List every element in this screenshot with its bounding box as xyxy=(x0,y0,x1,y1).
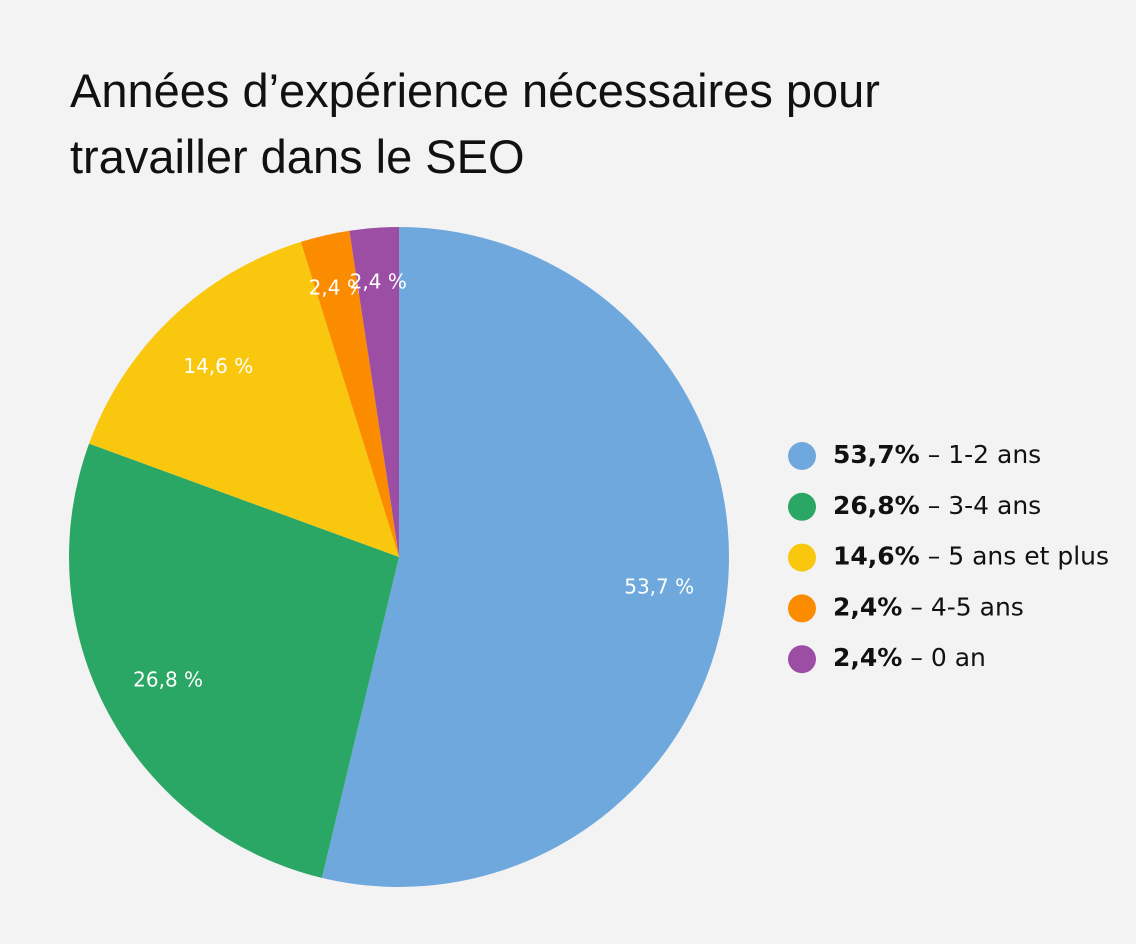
pie-slice xyxy=(321,227,730,888)
legend-entry: 53,7% –1-2 ans xyxy=(833,440,1041,469)
slice-label: 26,8 % xyxy=(133,667,203,691)
legend-marker xyxy=(788,442,816,470)
pie-slice xyxy=(89,241,399,557)
legend-separator: – xyxy=(928,440,941,469)
pie-slice xyxy=(300,230,399,557)
slice-label: 2,4 % xyxy=(309,276,366,300)
legend-marker xyxy=(788,645,816,674)
legend-separator: – xyxy=(910,643,923,672)
legend-label: 4-5 ans xyxy=(931,592,1024,621)
legend-marker xyxy=(788,594,816,623)
legend-marker xyxy=(788,543,816,572)
legend-label: 1-2 ans xyxy=(948,440,1041,469)
legend-value: 26,8% xyxy=(833,491,920,520)
slice-label: 2,4 % xyxy=(350,269,407,293)
legend-label: 0 an xyxy=(931,643,986,672)
slice-label: 53,7 % xyxy=(624,574,694,598)
chart-title: Années d’expérience nécessaires pour tra… xyxy=(70,64,880,183)
legend-value: 2,4% xyxy=(833,643,902,672)
pie-slice xyxy=(69,443,399,878)
legend-entry: 26,8% –3-4 ans xyxy=(833,491,1041,520)
legend-separator: – xyxy=(910,592,923,621)
pie-slice xyxy=(349,227,399,557)
legend-label: 5 ans et plus xyxy=(948,542,1109,571)
legend-value: 53,7% xyxy=(833,440,920,469)
legend-separator: – xyxy=(928,491,941,520)
legend-entry: 2,4% –4-5 ans xyxy=(833,592,1024,621)
legend-label: 3-4 ans xyxy=(948,491,1041,520)
legend-separator: – xyxy=(928,542,941,571)
legend-value: 14,6% xyxy=(833,542,920,571)
legend-entry: 2,4% –0 an xyxy=(833,643,986,672)
legend-marker xyxy=(788,492,816,521)
legend-entry: 14,6% –5 ans et plus xyxy=(833,542,1109,571)
legend-value: 2,4% xyxy=(833,592,902,621)
slice-label: 14,6 % xyxy=(183,354,253,378)
